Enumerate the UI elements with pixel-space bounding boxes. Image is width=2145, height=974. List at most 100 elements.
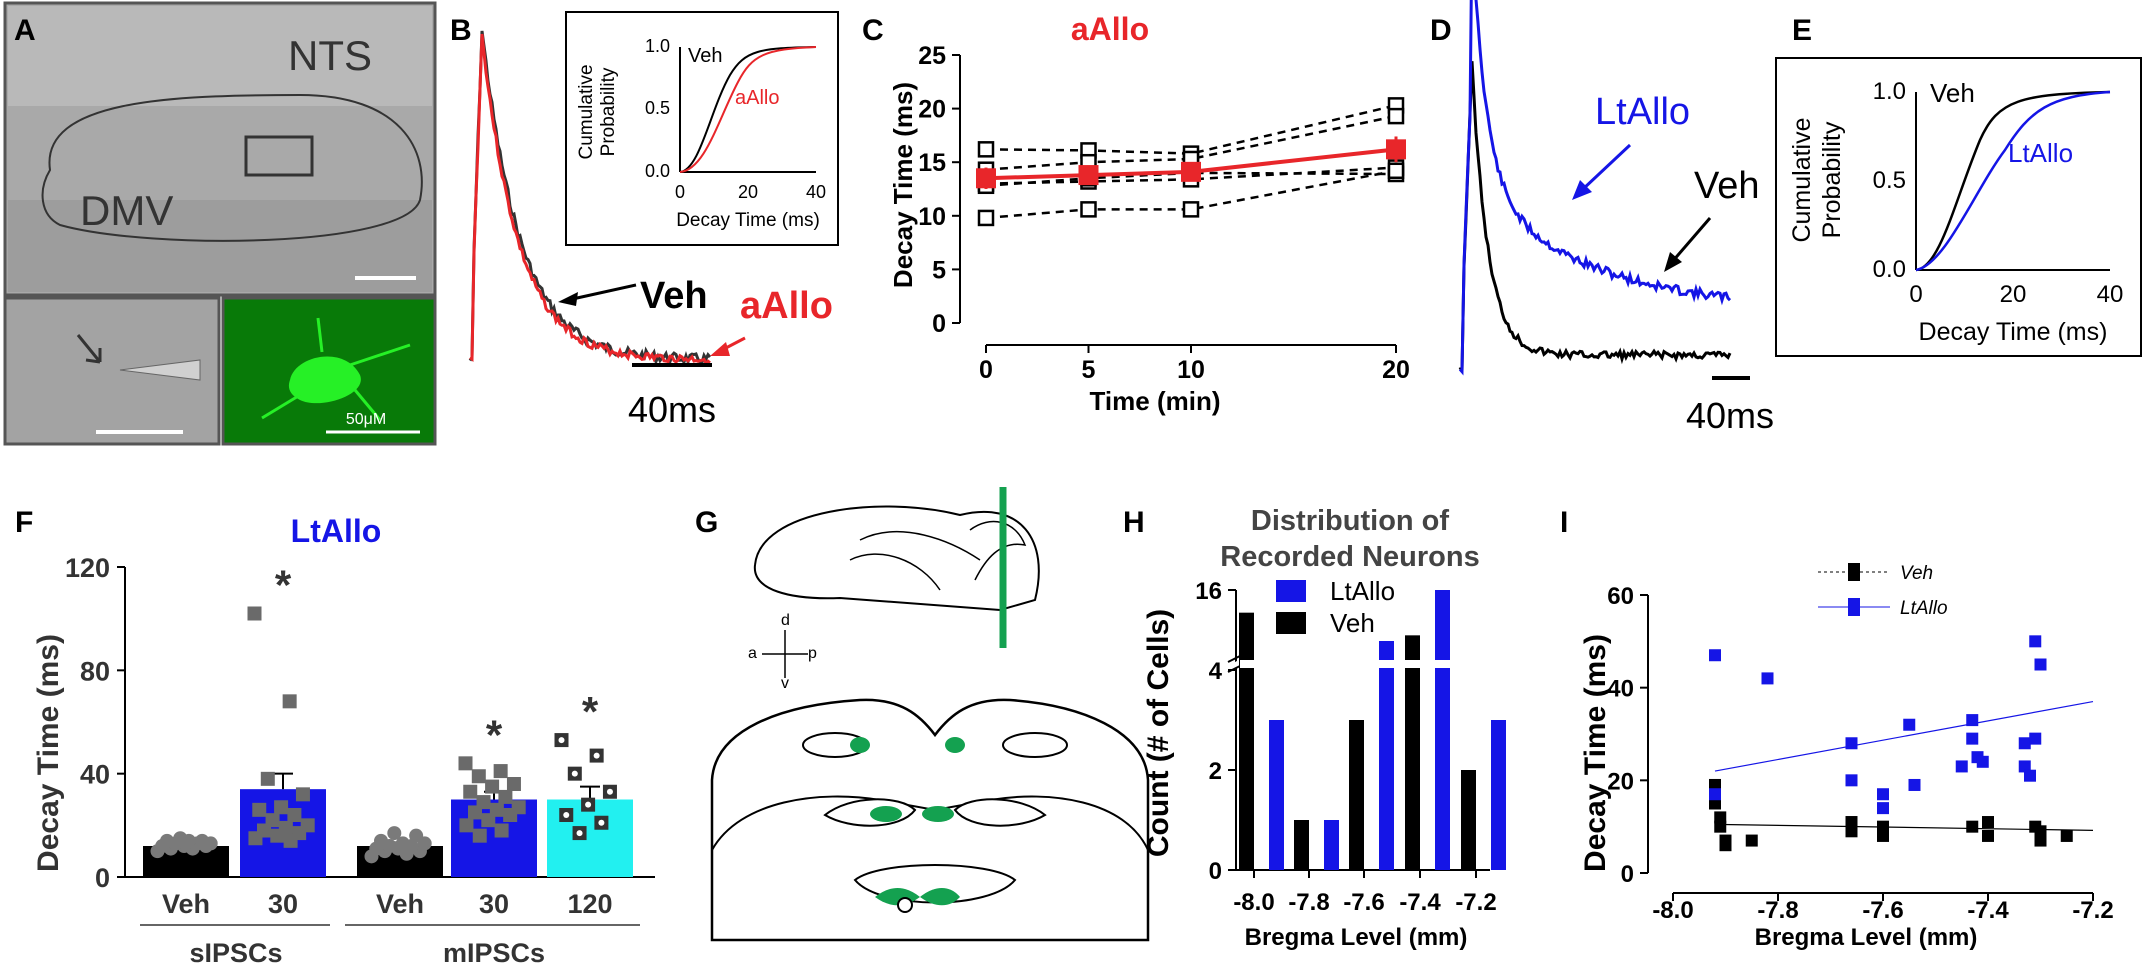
- data-point: [274, 800, 289, 815]
- y-axis-label: Probability: [1818, 121, 1846, 238]
- y-tick-label: 15: [918, 149, 946, 177]
- trace-veh: [1458, 61, 1732, 372]
- tick-label: 0.0: [1873, 256, 1906, 283]
- y-tick-label: 5: [932, 256, 946, 284]
- y-tick-label: 2: [1209, 758, 1222, 785]
- y-tick-label: 0: [932, 310, 946, 338]
- y-axis-label: Decay Time (ms): [32, 634, 65, 872]
- panel-letter-d: D: [1430, 14, 1452, 47]
- fit-line: [1714, 700, 2094, 772]
- category-label: Veh: [376, 889, 424, 919]
- arrow-icon: [76, 334, 102, 364]
- y-tick-label: 80: [80, 656, 110, 686]
- trace-ltallo: [1458, 0, 1732, 376]
- data-point: [468, 805, 482, 820]
- bar-veh: [1239, 612, 1254, 870]
- data-point: [2029, 732, 2042, 745]
- data-point: [472, 828, 487, 843]
- individual-point: [1387, 107, 1405, 125]
- inset-x-label: Decay Time (ms): [676, 210, 820, 231]
- tick-label: 40: [806, 182, 826, 202]
- zoom-box: [244, 135, 314, 177]
- sagittal-brain: [753, 505, 1040, 612]
- data-point: [1709, 797, 1721, 810]
- panel-letter-e: E: [1792, 14, 1812, 47]
- data-point: [1845, 737, 1858, 750]
- category-label: 30: [268, 889, 298, 919]
- individual-point: [1182, 201, 1200, 218]
- data-point: [282, 694, 297, 709]
- panel-letter-a: A: [14, 14, 36, 47]
- panel-a: A NTS DMV 50μM: [3, 1, 437, 446]
- data-point: [2018, 737, 2031, 750]
- chart-title: Recorded Neurons: [1220, 541, 1479, 573]
- label-ltallo: LtAllo: [1595, 91, 1690, 133]
- cdf-aallo: [679, 46, 817, 173]
- data-point: [481, 813, 496, 828]
- data-point: [1714, 811, 1727, 824]
- individual-line: [985, 114, 1397, 171]
- legend-aallo: aAllo: [735, 87, 779, 109]
- nucleus-region: [920, 888, 960, 906]
- data-point: [1976, 755, 1989, 768]
- data-point: [1761, 672, 1774, 685]
- data-point: [1714, 820, 1727, 833]
- data-point: [260, 771, 275, 786]
- category-label: 120: [567, 889, 612, 919]
- data-point: [493, 764, 508, 779]
- data-point: [1877, 788, 1889, 801]
- data-point: [1845, 774, 1858, 787]
- compass-icon: [762, 630, 808, 678]
- x-axis-label: Bregma Level (mm): [1755, 924, 1978, 951]
- data-point: [1955, 760, 1968, 773]
- bar-ltallo: [1435, 590, 1450, 870]
- arrow-icon: [710, 342, 730, 356]
- data-point: [485, 779, 500, 794]
- data-point: [1877, 829, 1889, 842]
- data-point: [498, 789, 513, 804]
- neuron-soma: [288, 356, 361, 404]
- direction-v: v: [781, 675, 789, 692]
- data-point: [1903, 718, 1916, 731]
- panel-d: D 40ms LtAllo Veh: [1430, 0, 1774, 436]
- x-tick-label: 0: [979, 356, 993, 384]
- x-tick-label: -8.0: [1233, 889, 1274, 916]
- bar-ltallo: [1379, 641, 1394, 870]
- scale-label: 50μM: [346, 411, 386, 428]
- data-point: [1709, 778, 1721, 791]
- chart-title: Distribution of: [1251, 505, 1449, 537]
- bar-veh: [1405, 635, 1420, 870]
- arrow-icon: [1664, 252, 1682, 272]
- chart-title: aAllo: [1071, 11, 1149, 47]
- panel-e: E 1.0 0.5 0.0 0 20 40 Decay Time (ms) Cu…: [1775, 14, 2142, 357]
- y-axis-label: Decay Time (ms): [888, 82, 918, 288]
- label-dmv: DMV: [80, 187, 173, 234]
- data-point: [409, 828, 424, 843]
- y-tick-label: 0: [1209, 858, 1222, 885]
- panel-f: F LtAllo Decay Time (ms) 0 40 80 120 Veh 30 * V…: [15, 506, 655, 968]
- direction-p: p: [808, 645, 817, 662]
- legend-label: LtAllo: [1330, 576, 1395, 606]
- tick-label: 0.5: [645, 98, 670, 118]
- central-canal: [897, 897, 913, 913]
- legend-label: LtAllo: [1900, 598, 1948, 619]
- x-tick-label: 10: [1177, 356, 1205, 384]
- data-point: [1966, 820, 1979, 833]
- x-tick-label: -7.4: [1967, 897, 2009, 924]
- data-point: [248, 831, 263, 846]
- data-point: [160, 833, 174, 848]
- legend-swatch: [1276, 612, 1306, 634]
- individual-point: [1387, 162, 1405, 180]
- bar-veh: [1461, 770, 1476, 870]
- data-point: [1966, 714, 1979, 727]
- panel-letter-c: C: [862, 14, 884, 47]
- panel-h: H Distribution of Recorded Neurons Count…: [1123, 505, 1506, 951]
- x-tick-label: -7.6: [1862, 897, 1903, 924]
- x-axis-label: Decay Time (ms): [1919, 318, 2108, 346]
- legend-label: Veh: [1330, 608, 1375, 638]
- y-tick-label: 20: [918, 96, 946, 124]
- y-tick-label: 20: [1607, 768, 1634, 795]
- panel-e-frame: [1775, 57, 2142, 357]
- x-tick-label: -7.8: [1288, 889, 1329, 916]
